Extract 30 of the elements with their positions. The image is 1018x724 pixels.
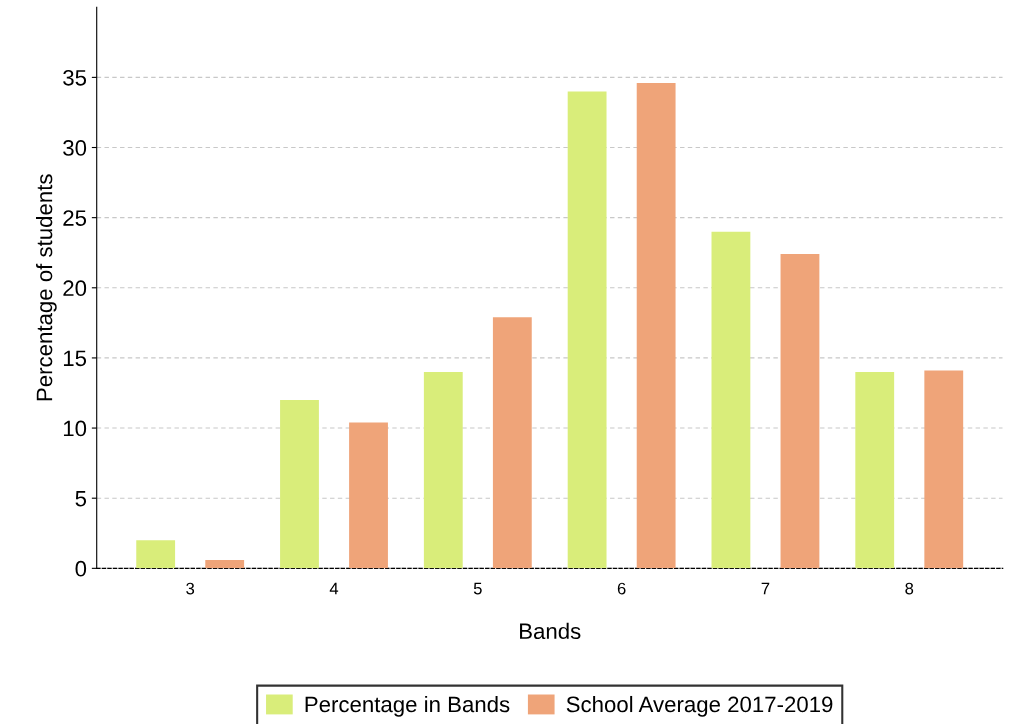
x-tick-label: 5 <box>473 582 482 595</box>
bar <box>780 254 820 569</box>
x-tick-label: 7 <box>761 582 770 595</box>
bar <box>423 371 463 569</box>
legend-label: Percentage in Bands <box>305 695 510 717</box>
y-tick-label: 0 <box>75 560 87 577</box>
y-tick-label: 30 <box>63 140 87 156</box>
x-tick-label: 6 <box>617 582 626 595</box>
y-tick-label: 5 <box>75 490 87 507</box>
x-tick-label: 8 <box>905 582 914 595</box>
x-axis-title: Bands <box>520 622 581 640</box>
bar <box>205 559 245 569</box>
bar <box>280 400 319 569</box>
bar <box>492 317 532 569</box>
legend-label: School Average 2017-2019 <box>566 695 833 717</box>
x-tick-label: 3 <box>186 582 195 595</box>
y-tick-label: 35 <box>63 69 87 86</box>
bar <box>349 422 388 569</box>
y-axis-title: Percentage of students <box>36 174 57 401</box>
bar <box>855 371 895 569</box>
bar <box>711 231 751 569</box>
bar <box>636 82 676 569</box>
bar <box>567 91 607 569</box>
y-tick-label: 20 <box>63 280 87 297</box>
x-tick-label: 4 <box>329 582 339 595</box>
y-tick-label: 10 <box>63 420 87 437</box>
y-tick-label: 15 <box>63 350 87 367</box>
bar <box>136 540 176 569</box>
bar <box>924 370 964 569</box>
y-tick-label: 25 <box>63 210 87 226</box>
